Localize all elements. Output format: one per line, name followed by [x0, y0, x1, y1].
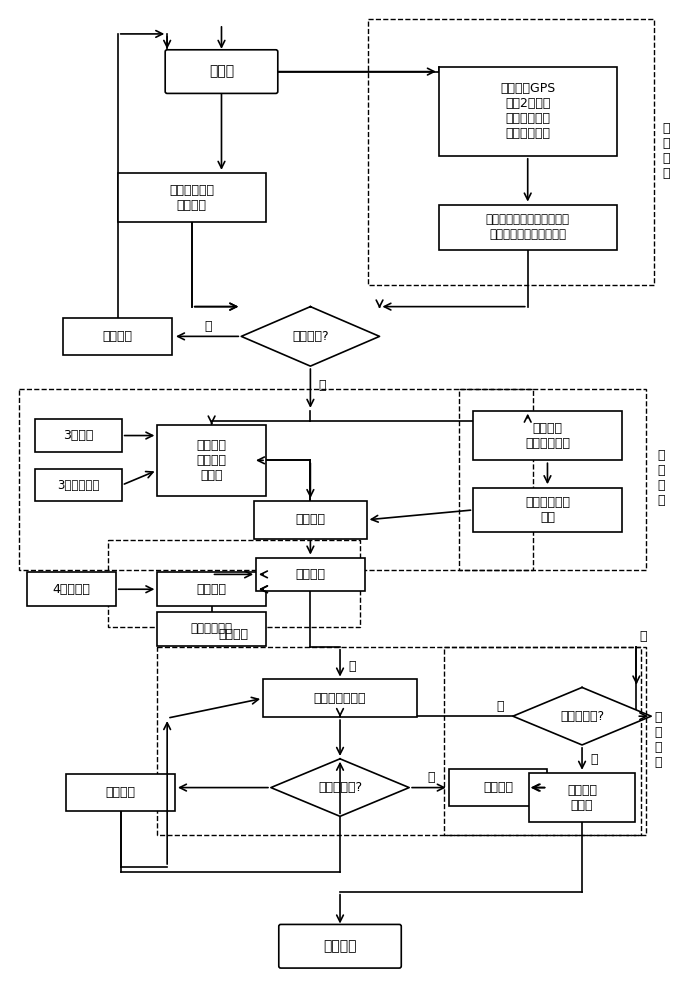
- Text: 否: 否: [590, 753, 598, 766]
- Bar: [27, 572, 116, 606]
- Bar: [118, 173, 266, 222]
- Polygon shape: [513, 687, 651, 745]
- Text: 组合导航: 组合导航: [295, 568, 326, 581]
- Bar: [529, 773, 635, 822]
- Bar: [64, 318, 172, 355]
- Text: 数据存储: 数据存储: [106, 786, 135, 799]
- Text: 测量结束: 测量结束: [324, 939, 357, 953]
- Bar: [473, 411, 622, 460]
- Text: 惯性组合导航
系统上电: 惯性组合导航 系统上电: [170, 184, 214, 212]
- Bar: [19, 389, 533, 570]
- Text: 3只加速度计: 3只加速度计: [57, 479, 99, 492]
- Text: 初始化: 初始化: [209, 65, 234, 79]
- Text: 对准结束，转
导航: 对准结束，转 导航: [525, 496, 570, 524]
- Bar: [108, 540, 360, 627]
- Text: 闭合修正: 闭合修正: [483, 781, 513, 794]
- Bar: [444, 647, 646, 835]
- Text: 否: 否: [204, 320, 211, 333]
- Bar: [157, 572, 266, 606]
- Bar: [157, 612, 266, 646]
- Bar: [157, 425, 266, 496]
- Bar: [368, 19, 654, 285]
- Text: 是: 是: [497, 700, 504, 713]
- Bar: [66, 774, 175, 811]
- Text: 是: 是: [319, 379, 326, 392]
- Bar: [439, 67, 616, 156]
- Text: 惯性导航: 惯性导航: [295, 513, 326, 526]
- Bar: [256, 558, 365, 591]
- Text: 参
考
基
准: 参 考 基 准: [662, 122, 670, 180]
- Text: 获取参考点时间: 获取参考点时间: [314, 692, 366, 705]
- Text: 4个里程计: 4个里程计: [53, 583, 90, 596]
- Text: 返程测量否?: 返程测量否?: [560, 710, 604, 723]
- Bar: [458, 389, 646, 570]
- Text: 是: 是: [427, 771, 434, 784]
- Text: 接收角速
度、加速
度信息: 接收角速 度、加速 度信息: [196, 439, 226, 482]
- Bar: [35, 469, 122, 501]
- Text: 达到终点否?: 达到终点否?: [318, 781, 362, 794]
- Bar: [254, 501, 367, 539]
- Text: 数据融合: 数据融合: [196, 583, 226, 596]
- Text: 故障提示: 故障提示: [103, 330, 133, 343]
- Text: 容错处理: 容错处理: [218, 628, 248, 641]
- Text: 编辑并输
出数据: 编辑并输 出数据: [567, 784, 597, 812]
- Text: 设置完成?: 设置完成?: [292, 330, 329, 343]
- Polygon shape: [241, 307, 380, 366]
- FancyBboxPatch shape: [279, 924, 402, 968]
- Bar: [35, 419, 122, 452]
- Text: 是: 是: [640, 630, 647, 643]
- Polygon shape: [271, 759, 409, 816]
- Bar: [263, 679, 417, 717]
- Text: 3只陀螺: 3只陀螺: [63, 429, 94, 442]
- Bar: [473, 488, 622, 532]
- Text: 路面影响修正: 路面影响修正: [191, 622, 233, 635]
- Text: 初始对准
建立惯性基准: 初始对准 建立惯性基准: [525, 422, 570, 450]
- Text: 闭
合
修
正: 闭 合 修 正: [655, 711, 662, 769]
- Text: 建立测量参考坐标系、按循
序确定参考点编号和个数: 建立测量参考坐标系、按循 序确定参考点编号和个数: [486, 213, 570, 241]
- Text: 惯
性
基
准: 惯 性 基 准: [657, 449, 665, 507]
- FancyBboxPatch shape: [165, 50, 278, 93]
- Bar: [157, 647, 642, 835]
- Text: 是: 是: [348, 660, 356, 673]
- Text: 由高精度GPS
测定2个基准
点的纬度、经
度和海拔参数: 由高精度GPS 测定2个基准 点的纬度、经 度和海拔参数: [500, 82, 555, 140]
- Bar: [439, 205, 616, 250]
- Bar: [449, 769, 547, 806]
